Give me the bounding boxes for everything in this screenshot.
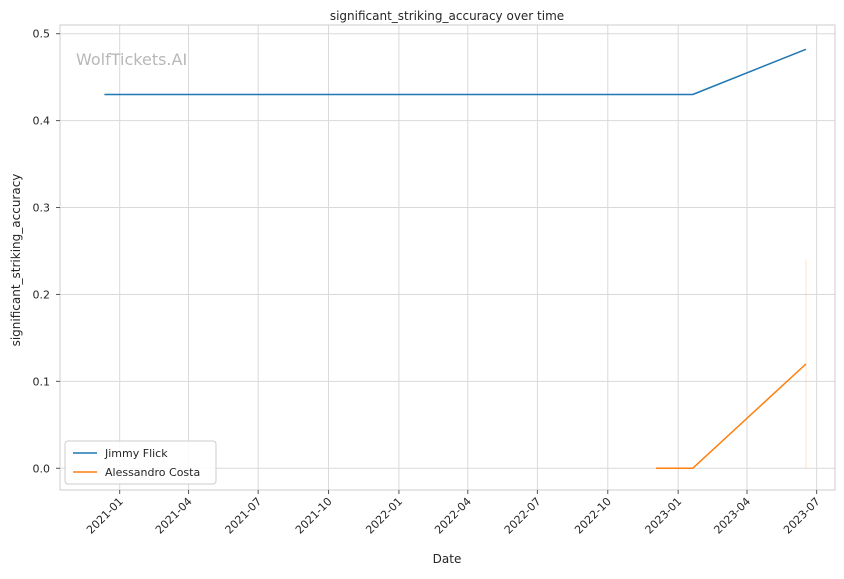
y-axis-label: significant_striking_accuracy: [9, 174, 23, 347]
x-axis-label: Date: [433, 552, 462, 566]
series-line-alessandro-costa: [656, 363, 807, 470]
legend-label-alessandro-costa: Alessandro Costa: [105, 466, 200, 479]
y-tick-label: 0.5: [33, 28, 51, 41]
plot-frame: [59, 24, 836, 491]
series-lines: [104, 48, 807, 470]
y-axis-ticks: 0.0 0.1 0.2 0.3 0.4 0.5: [33, 28, 60, 475]
legend-box: [64, 440, 217, 485]
y-tick-label: 0.3: [33, 202, 51, 215]
error-bands: [805, 259, 807, 469]
legend-label-jimmy-flick: Jimmy Flick: [104, 447, 168, 460]
chart-title: significant_striking_accuracy over time: [330, 9, 564, 23]
y-tick-label: 0.2: [33, 288, 51, 301]
watermark: WolfTickets.AI: [76, 50, 187, 69]
y-tick-label: 0.1: [33, 375, 51, 388]
y-tick-label: 0.4: [33, 115, 51, 128]
y-tick-label: 0.0: [33, 462, 51, 475]
series-line-jimmy-flick: [104, 48, 807, 96]
legend: Jimmy Flick Alessandro Costa: [64, 440, 217, 485]
error-band-alessandro-costa: [805, 259, 807, 469]
